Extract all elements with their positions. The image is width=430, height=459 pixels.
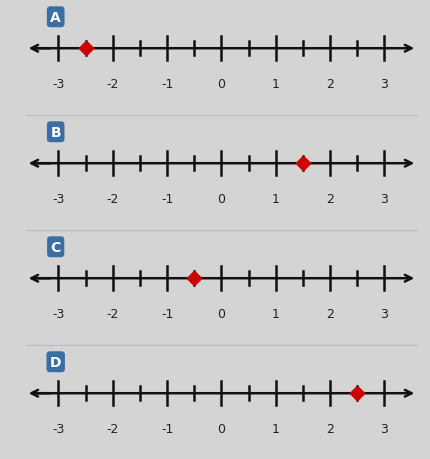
Text: -2: -2: [107, 422, 119, 435]
Text: B: B: [50, 125, 61, 140]
Text: 0: 0: [218, 307, 225, 320]
Text: -2: -2: [107, 78, 119, 91]
Text: -3: -3: [52, 192, 64, 206]
Text: 1: 1: [272, 307, 280, 320]
Text: 1: 1: [272, 192, 280, 206]
Text: 1: 1: [272, 422, 280, 435]
Point: [354, 390, 361, 397]
Text: -1: -1: [161, 192, 173, 206]
Text: -1: -1: [161, 307, 173, 320]
Text: 2: 2: [326, 422, 334, 435]
Text: -2: -2: [107, 192, 119, 206]
Point: [300, 160, 307, 168]
Text: 0: 0: [218, 192, 225, 206]
Text: -1: -1: [161, 422, 173, 435]
Text: -3: -3: [52, 78, 64, 91]
Text: 3: 3: [381, 78, 388, 91]
Text: 2: 2: [326, 192, 334, 206]
Point: [82, 45, 89, 53]
Text: A: A: [50, 11, 61, 25]
Text: 0: 0: [218, 422, 225, 435]
Text: 0: 0: [218, 78, 225, 91]
Text: 2: 2: [326, 78, 334, 91]
Text: 3: 3: [381, 422, 388, 435]
Text: 3: 3: [381, 307, 388, 320]
Text: 2: 2: [326, 307, 334, 320]
Text: 1: 1: [272, 78, 280, 91]
Text: 3: 3: [381, 192, 388, 206]
Text: -3: -3: [52, 307, 64, 320]
Text: -2: -2: [107, 307, 119, 320]
Text: -1: -1: [161, 78, 173, 91]
Text: D: D: [50, 355, 61, 369]
Point: [191, 275, 198, 282]
Text: C: C: [51, 240, 61, 254]
Text: -3: -3: [52, 422, 64, 435]
